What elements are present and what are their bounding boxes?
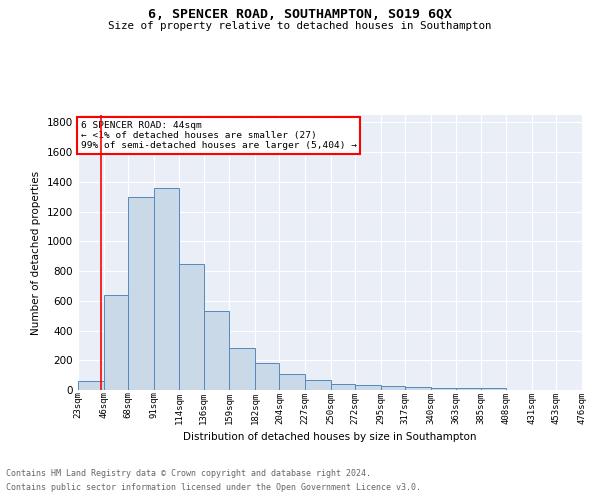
Bar [128, 197, 154, 390]
Bar [305, 380, 331, 390]
X-axis label: Distribution of detached houses by size in Southampton: Distribution of detached houses by size … [183, 432, 477, 442]
Bar [431, 388, 456, 390]
Bar [405, 386, 431, 390]
Bar [104, 295, 128, 390]
Y-axis label: Number of detached properties: Number of detached properties [31, 170, 41, 334]
Bar [331, 384, 355, 390]
Bar [179, 264, 204, 390]
Bar [255, 362, 280, 390]
Text: Contains HM Land Registry data © Crown copyright and database right 2024.: Contains HM Land Registry data © Crown c… [6, 468, 371, 477]
Bar [355, 384, 380, 390]
Bar [78, 381, 104, 390]
Bar [481, 388, 506, 390]
Bar [456, 388, 481, 390]
Bar [229, 348, 255, 390]
Bar [154, 188, 179, 390]
Text: 6 SPENCER ROAD: 44sqm
← <1% of detached houses are smaller (27)
99% of semi-deta: 6 SPENCER ROAD: 44sqm ← <1% of detached … [80, 120, 356, 150]
Text: Contains public sector information licensed under the Open Government Licence v3: Contains public sector information licen… [6, 484, 421, 492]
Bar [280, 374, 305, 390]
Bar [380, 386, 405, 390]
Text: Size of property relative to detached houses in Southampton: Size of property relative to detached ho… [108, 21, 492, 31]
Text: 6, SPENCER ROAD, SOUTHAMPTON, SO19 6QX: 6, SPENCER ROAD, SOUTHAMPTON, SO19 6QX [148, 8, 452, 20]
Bar [204, 311, 229, 390]
